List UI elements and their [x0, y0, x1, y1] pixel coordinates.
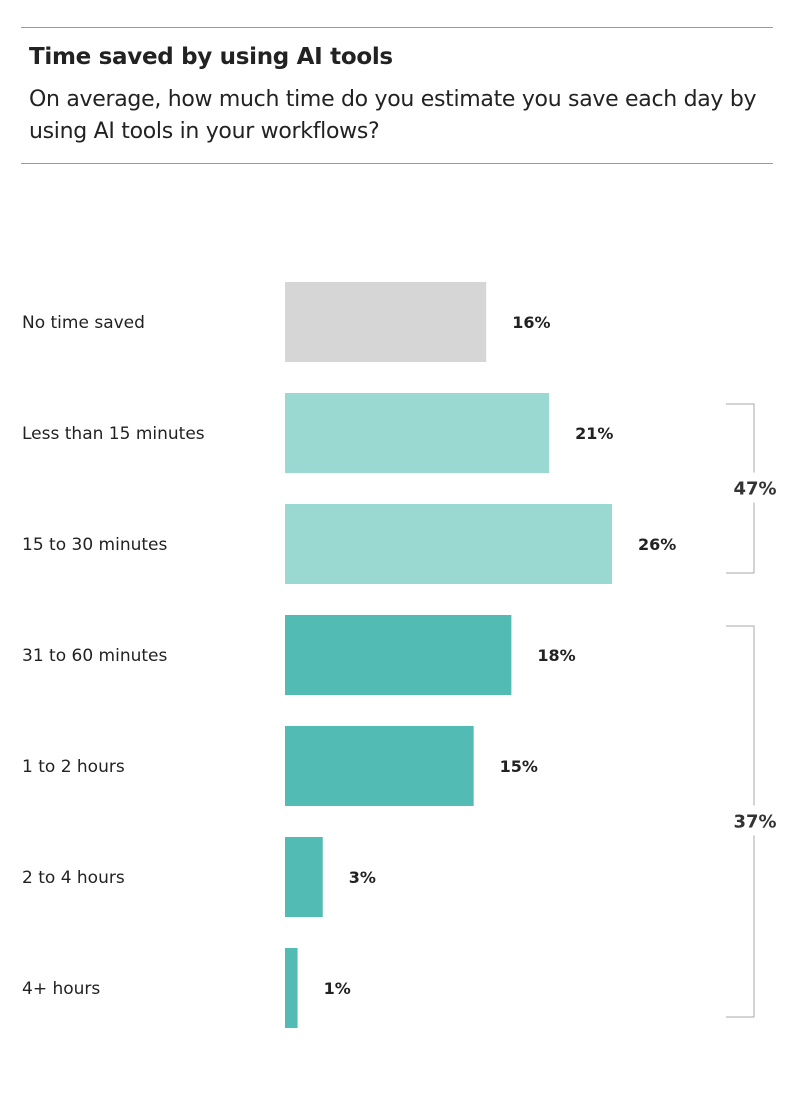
value-label: 21% — [575, 424, 613, 443]
header-divider — [21, 163, 773, 164]
value-label: 16% — [512, 313, 550, 332]
category-label: Less than 15 minutes — [22, 424, 205, 444]
category-label: No time saved — [22, 313, 145, 333]
value-label: 1% — [324, 979, 351, 998]
value-label: 26% — [638, 535, 676, 554]
category-label: 31 to 60 minutes — [22, 646, 167, 666]
chart-title: Time saved by using AI tools — [29, 44, 393, 70]
value-label: 15% — [500, 757, 538, 776]
group-label-bg — [730, 472, 780, 503]
group-total-label: 37% — [733, 812, 776, 833]
value-label: 3% — [349, 868, 376, 887]
chart-subtitle: On average, how much time do you estimat… — [29, 87, 757, 144]
bar — [285, 282, 487, 362]
group-label-bg — [730, 805, 780, 836]
category-label: 2 to 4 hours — [22, 868, 125, 888]
bar — [285, 948, 298, 1028]
category-label: 4+ hours — [22, 979, 100, 999]
top-divider — [21, 27, 773, 28]
category-label: 1 to 2 hours — [22, 757, 125, 777]
bar — [285, 504, 612, 584]
bar — [285, 837, 323, 917]
category-label: 15 to 30 minutes — [22, 535, 167, 555]
group-total-label: 47% — [733, 479, 776, 500]
value-label: 18% — [537, 646, 575, 665]
bar — [285, 726, 474, 806]
bar — [285, 393, 550, 473]
bar — [285, 615, 512, 695]
